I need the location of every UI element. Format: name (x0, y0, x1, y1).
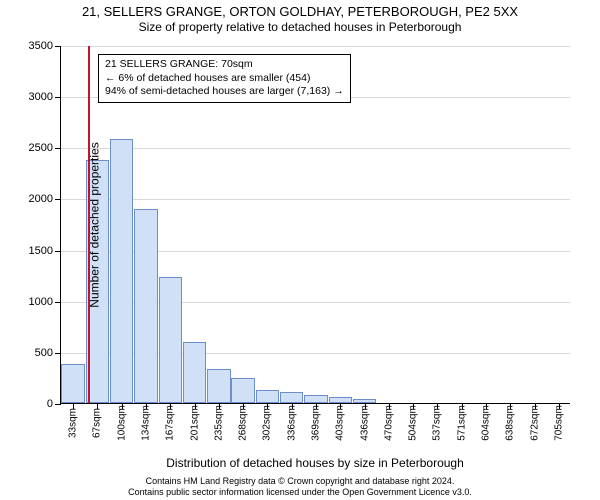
chart-container: 21, SELLERS GRANGE, ORTON GOLDHAY, PETER… (0, 0, 600, 500)
gridline (61, 148, 570, 149)
footer-attribution: Contains HM Land Registry data © Crown c… (0, 476, 600, 498)
y-tick-label: 3500 (29, 40, 53, 52)
x-tick-label: 67sqm (92, 396, 103, 426)
x-axis-label: Distribution of detached houses by size … (166, 456, 464, 470)
x-tick-label: 336sqm (286, 393, 297, 429)
y-tick (55, 97, 61, 98)
chart-subtitle: Size of property relative to detached ho… (0, 20, 600, 36)
y-tick (55, 353, 61, 354)
histogram-bar (110, 139, 133, 403)
x-tick-label: 436sqm (359, 393, 370, 429)
footer-line-2: Contains public sector information licen… (0, 487, 600, 498)
x-tick-label: 100sqm (116, 393, 127, 429)
x-tick-label: 537sqm (432, 393, 443, 429)
plot-area: 050010001500200025003000350033sqm67sqm10… (60, 46, 570, 404)
info-line-2: ← 6% of detached houses are smaller (454… (105, 72, 344, 86)
x-tick-label: 235sqm (213, 393, 224, 429)
y-tick (55, 302, 61, 303)
x-tick-label: 268sqm (238, 393, 249, 429)
x-tick-label: 134sqm (141, 393, 152, 429)
x-tick-label: 403sqm (335, 393, 346, 429)
y-tick-label: 1500 (29, 245, 53, 257)
y-axis-label: Number of detached properties (88, 142, 102, 307)
x-tick-label: 167sqm (165, 393, 176, 429)
x-tick-label: 638sqm (505, 393, 516, 429)
gridline (61, 199, 570, 200)
info-box: 21 SELLERS GRANGE: 70sqm ← 6% of detache… (98, 54, 351, 103)
footer-line-1: Contains HM Land Registry data © Crown c… (0, 476, 600, 487)
x-tick-label: 302sqm (262, 393, 273, 429)
y-tick-label: 3000 (29, 91, 53, 103)
y-tick-label: 500 (35, 347, 53, 359)
x-tick-label: 201sqm (189, 393, 200, 429)
x-tick-label: 571sqm (456, 393, 467, 429)
y-tick-label: 2000 (29, 193, 53, 205)
y-tick (55, 199, 61, 200)
y-tick-label: 2500 (29, 142, 53, 154)
x-tick-label: 672sqm (529, 393, 540, 429)
chart-title: 21, SELLERS GRANGE, ORTON GOLDHAY, PETER… (0, 0, 600, 20)
x-tick-label: 705sqm (553, 393, 564, 429)
y-tick (55, 251, 61, 252)
y-tick-label: 1000 (29, 296, 53, 308)
info-line-1: 21 SELLERS GRANGE: 70sqm (105, 58, 344, 72)
y-tick (55, 404, 61, 405)
histogram-bar (134, 209, 157, 403)
x-tick-label: 470sqm (383, 393, 394, 429)
gridline (61, 46, 570, 47)
y-tick (55, 46, 61, 47)
info-line-3: 94% of semi-detached houses are larger (… (105, 85, 344, 99)
histogram-bar (159, 277, 182, 403)
x-tick-label: 604sqm (481, 393, 492, 429)
x-tick-label: 504sqm (408, 393, 419, 429)
x-tick-label: 33sqm (68, 396, 79, 426)
y-tick-label: 0 (47, 398, 53, 410)
x-tick-label: 369sqm (311, 393, 322, 429)
y-tick (55, 148, 61, 149)
